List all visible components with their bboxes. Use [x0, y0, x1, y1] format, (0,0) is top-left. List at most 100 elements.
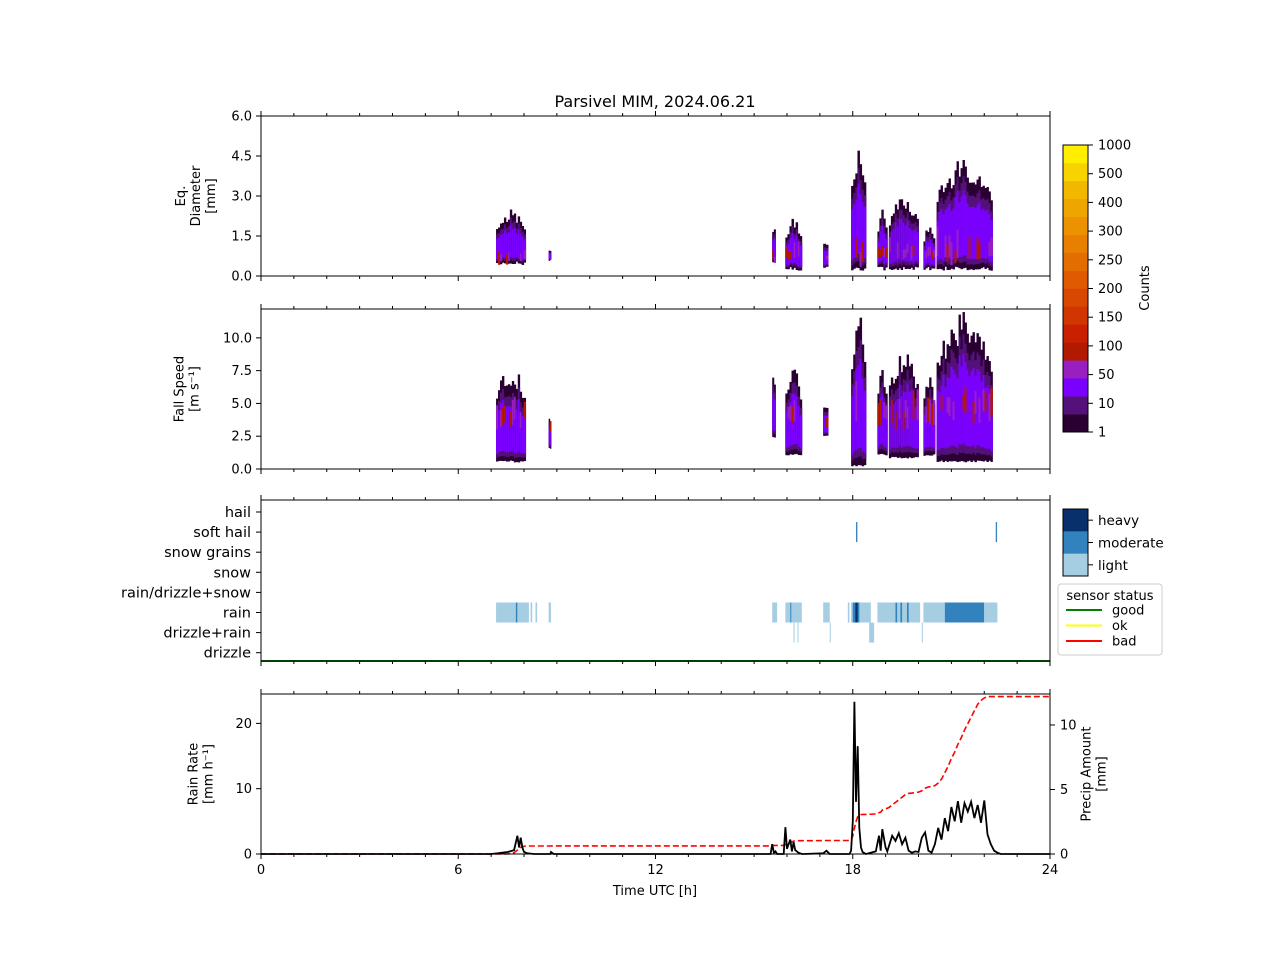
- ptype-segment: [906, 602, 909, 623]
- ptype-segment: [829, 622, 831, 643]
- diameter-y-label: Eq. Diameter [mm]: [174, 165, 219, 226]
- heatmap-cell: [795, 395, 799, 445]
- heatmap-cell: [894, 222, 898, 261]
- heatmap-cell: [910, 390, 913, 447]
- intensity-label: light: [1098, 558, 1128, 574]
- heatmap-cell: [931, 406, 934, 448]
- heatmap-cell: [877, 410, 880, 448]
- heatmap-cell: [793, 400, 797, 422]
- heatmap-cell: [984, 387, 987, 449]
- y-tick-label: 7.5: [231, 364, 252, 379]
- heatmap-cell: [507, 252, 511, 262]
- heatmap-cell: [900, 396, 904, 448]
- heatmap-cell: [772, 240, 775, 259]
- heatmap-cell: [519, 253, 523, 262]
- heatmap-cell: [521, 415, 525, 454]
- intensity-cell: [1063, 553, 1088, 577]
- heatmap-cell: [956, 378, 959, 449]
- heatmap-cell: [523, 401, 527, 419]
- heatmap-cell: [974, 208, 977, 260]
- heatmap-cell: [523, 415, 527, 454]
- heatmap-cell: [902, 222, 906, 260]
- heatmap-cell: [785, 247, 788, 258]
- heatmap-cell: [900, 219, 904, 262]
- y-tick-label: 5.0: [231, 397, 252, 412]
- heatmap-cell: [980, 380, 983, 448]
- heatmap-cell: [505, 406, 509, 453]
- heatmap-cell: [503, 405, 507, 423]
- ptype-segment: [517, 602, 529, 623]
- heatmap-cell: [517, 229, 521, 258]
- y-tick-label: 3.0: [231, 190, 252, 205]
- heatmap-cell: [863, 390, 867, 453]
- heatmap-cell: [496, 405, 499, 430]
- heatmap-cell: [988, 213, 991, 261]
- heatmap-cell: [894, 412, 898, 430]
- heatmap-cell: [855, 238, 858, 258]
- heatmap-cell: [912, 399, 915, 448]
- heatmap-cell: [984, 390, 987, 412]
- heatmap-cell: [960, 196, 963, 258]
- heatmap-cell: [881, 246, 884, 256]
- heatmap-cell: [958, 355, 961, 444]
- heatmap-cell: [513, 397, 517, 420]
- ptype-segments: [496, 522, 998, 643]
- colorbar-tick-label: 1000: [1098, 139, 1131, 154]
- heatmap-cell: [773, 238, 776, 259]
- heatmap-cell: [523, 250, 527, 260]
- heatmap-cell: [914, 228, 917, 261]
- heatmap-cell: [500, 254, 503, 262]
- heatmap-cell: [523, 238, 527, 259]
- sensor-legend-label: bad: [1112, 635, 1136, 650]
- heatmap-cell: [772, 249, 775, 259]
- colorbar-tick-label: 10: [1098, 397, 1115, 412]
- heatmap-cell: [877, 247, 880, 258]
- heatmap-cell: [940, 208, 943, 260]
- heatmap-cell: [910, 246, 913, 260]
- y-label-line: [mm]: [1095, 756, 1110, 791]
- heatmap-cell: [980, 209, 983, 259]
- heatmap-cell: [904, 225, 908, 262]
- heatmap-cell: [507, 405, 511, 453]
- heatmap-cell: [500, 410, 503, 427]
- heatmap-cell: [853, 385, 856, 452]
- diameter-y-ticks: 0.0 1.5 3.0 4.5 6.0: [231, 110, 261, 285]
- colorbar-tick-label: 50: [1098, 368, 1115, 383]
- x-tick-label: 0: [257, 863, 265, 878]
- heatmap-cell: [498, 409, 501, 453]
- heatmap-cell: [914, 407, 917, 449]
- heatmap-cell: [890, 399, 894, 424]
- precip-amount-line: [261, 695, 1050, 855]
- heatmap-cell: [892, 404, 896, 449]
- figure-title: Parsivel MIM, 2024.06.21: [554, 92, 755, 111]
- heatmap-cell: [795, 235, 799, 265]
- ptype-tick-label: drizzle: [204, 646, 251, 662]
- ptype-segment: [530, 602, 533, 623]
- y-label-line: [mm h⁻¹]: [202, 744, 217, 804]
- heatmap-cell: [500, 402, 503, 452]
- y-label-line: Precip Amount: [1080, 727, 1095, 822]
- heatmap-cell: [990, 387, 993, 417]
- colorbar-cell: [1063, 288, 1088, 307]
- heatmap-cell: [549, 253, 552, 259]
- heatmap-cell: [509, 224, 513, 258]
- ptype-tick-label: hail: [225, 505, 251, 521]
- ptype-tick-label: rain/drizzle+snow: [121, 585, 251, 601]
- heatmap-cell: [549, 421, 552, 432]
- heatmap-cell: [773, 399, 776, 432]
- heatmap-cell: [950, 210, 953, 260]
- intensity-legend: heavy moderate light: [1062, 508, 1164, 577]
- counts-colorbar: 1 10 50 100 150 200 250 300 400 500 1000 Counts: [1062, 139, 1153, 441]
- heatmap-cell: [857, 365, 860, 449]
- heatmap-cell: [906, 407, 910, 429]
- heatmap-cell: [962, 190, 965, 256]
- colorbar-cell: [1063, 216, 1088, 235]
- heatmap-cell: [823, 250, 827, 265]
- colorbar-cell: [1063, 360, 1088, 379]
- heatmap-cell: [988, 241, 991, 256]
- colorbar-cell: [1063, 378, 1088, 397]
- heatmap-cell: [958, 202, 961, 258]
- heatmap-cell: [972, 401, 975, 423]
- ptype-axes-frame: [260, 499, 1051, 662]
